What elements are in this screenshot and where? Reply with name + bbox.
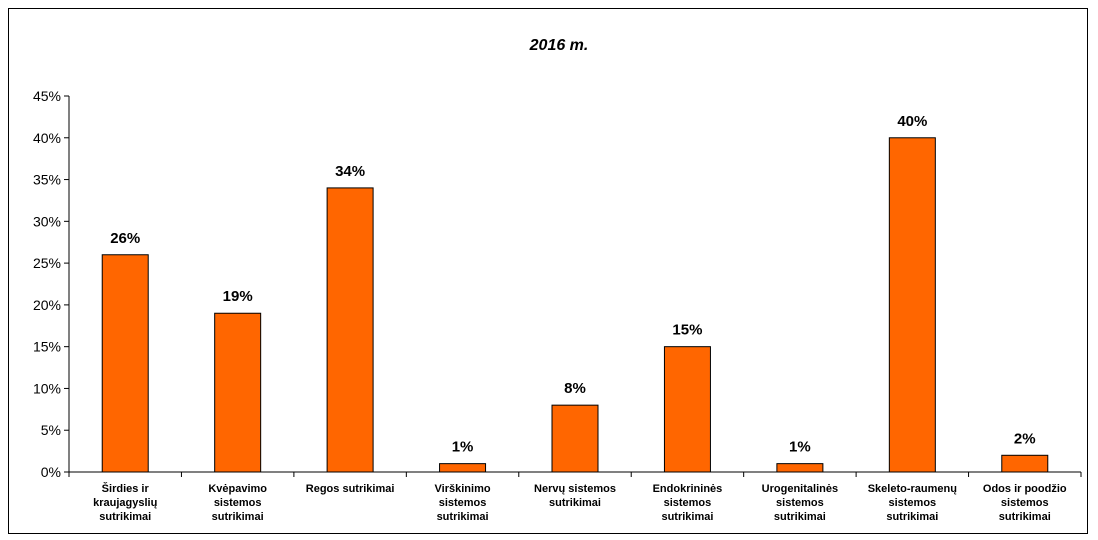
x-tick-label: Skeleto-raumenų sistemos sutrikimai (868, 483, 957, 523)
data-label: 34% (335, 163, 365, 180)
y-tick-label: 0% (41, 464, 61, 480)
bar (101, 254, 149, 473)
bar-chart: 2016 m. 0% 5% 10% 15% 20% 25% 30% 35% 40% 45% 26%… (33, 37, 1082, 523)
bar (663, 346, 711, 473)
data-label: 26% (110, 230, 140, 247)
chart-title: 2016 m. (529, 37, 589, 54)
y-tick-label: 10% (33, 380, 61, 396)
y-tick-label: 45% (33, 88, 61, 104)
bars (101, 137, 1049, 473)
x-axis: Širdies ir kraujagyslių sutrikimai Kvėpavim… (68, 471, 1082, 523)
bar (439, 463, 487, 473)
data-labels: 26% 19% 34% 1% 8% 15% 1% 40% 2% (110, 113, 1035, 456)
data-label: 1% (789, 439, 811, 456)
y-tick-label: 15% (33, 339, 61, 355)
bar (326, 187, 374, 473)
data-label: 8% (564, 380, 586, 397)
x-tick-label: Urogenitalinės sistemos sutrikimai (762, 483, 838, 523)
bar (776, 463, 824, 473)
data-label: 2% (1014, 430, 1036, 447)
y-tick-label: 25% (33, 255, 61, 271)
x-tick-label: Regos sutrikimai (306, 483, 395, 495)
bar (1001, 454, 1049, 473)
x-tick-label: Endokrininės sistemos sutrikimai (653, 483, 723, 523)
bar (551, 404, 599, 473)
y-axis: 0% 5% 10% 15% 20% 25% 30% 35% 40% 45% (33, 88, 70, 480)
data-label: 1% (452, 439, 474, 456)
x-tick-label: Nervų sistemos sutrikimai (534, 483, 616, 509)
bar (214, 312, 262, 473)
x-tick-label: Virškinimo sistemos sutrikimai (435, 483, 491, 523)
data-label: 40% (897, 113, 927, 130)
x-tick-label: Odos ir poodžio sistemos sutrikimai (983, 483, 1067, 523)
chart-frame: 2016 m. 0% 5% 10% 15% 20% 25% 30% 35% 40% 45% 26%… (8, 8, 1088, 534)
y-tick-label: 20% (33, 297, 61, 313)
data-label: 19% (223, 288, 253, 305)
y-tick-label: 35% (33, 172, 61, 188)
x-tick-label: Širdies ir kraujagyslių sutrikimai (93, 482, 157, 523)
bar (888, 137, 936, 473)
y-tick-label: 40% (33, 130, 61, 146)
y-tick-label: 5% (41, 422, 61, 438)
y-tick-label: 30% (33, 213, 61, 229)
data-label: 15% (672, 322, 702, 339)
x-tick-label: Kvėpavimo sistemos sutrikimai (208, 483, 267, 523)
